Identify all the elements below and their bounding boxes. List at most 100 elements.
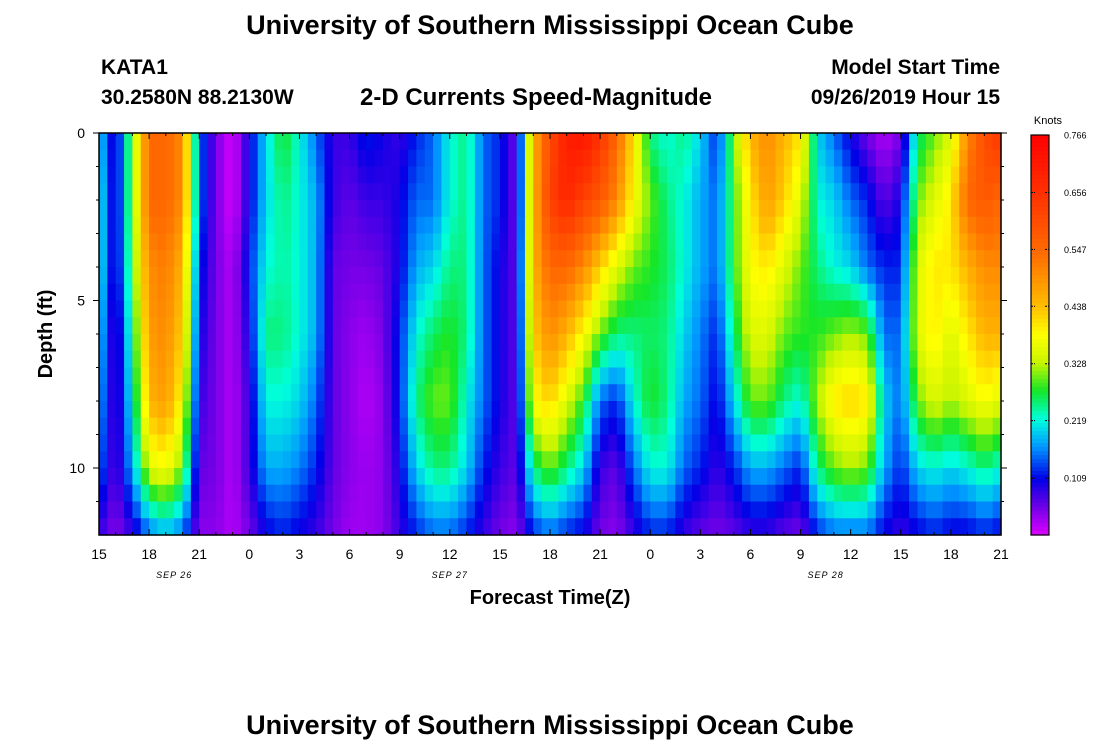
heatmap-cell — [324, 384, 334, 402]
heatmap-cell — [366, 434, 376, 452]
heatmap-cell — [767, 183, 777, 201]
heatmap-cell — [616, 250, 626, 268]
heatmap-cell — [800, 183, 810, 201]
heatmap-cell — [984, 267, 994, 285]
heatmap-cell — [240, 468, 250, 486]
heatmap-cell — [859, 451, 868, 469]
heatmap-cell — [491, 300, 501, 318]
heatmap-cell — [316, 233, 326, 251]
heatmap-cell — [625, 484, 635, 503]
heatmap-cell — [833, 451, 843, 469]
heatmap-cell — [884, 434, 894, 452]
heatmap-cell — [842, 183, 852, 201]
x-tick-label: 12 — [442, 546, 458, 562]
heatmap-cell — [524, 200, 534, 218]
heatmap-cell — [132, 434, 142, 452]
heatmap-cell — [675, 451, 685, 469]
heatmap-cell — [950, 166, 960, 184]
x-tick-label: 12 — [843, 546, 859, 562]
heatmap-cell — [758, 350, 768, 369]
heatmap-cell — [433, 434, 443, 452]
heatmap-cell — [274, 233, 284, 251]
heatmap-cell — [808, 417, 818, 436]
heatmap-cell — [190, 267, 200, 285]
heatmap-cell — [99, 283, 108, 302]
colorbar-segment — [1031, 523, 1049, 528]
heatmap-cell — [641, 468, 651, 486]
heatmap-cell — [424, 417, 434, 436]
heatmap-cell — [842, 501, 852, 519]
heatmap-cell — [575, 200, 585, 218]
heatmap-cell — [491, 484, 501, 503]
heatmap-cell — [232, 300, 242, 318]
heatmap-cell — [892, 149, 902, 168]
heatmap-cell — [792, 216, 802, 235]
heatmap-cell — [174, 434, 184, 452]
heatmap-cell — [99, 367, 108, 385]
heatmap-cell — [934, 401, 944, 419]
heatmap-cell — [800, 384, 810, 402]
heatmap-cell — [149, 434, 159, 452]
heatmap-cell — [675, 317, 685, 335]
heatmap-cell — [875, 434, 885, 452]
heatmap-cell — [524, 401, 534, 419]
y-tick-label: 0 — [77, 125, 85, 141]
heatmap-cell — [900, 451, 910, 469]
heatmap-cell — [934, 250, 944, 268]
heatmap-cell — [341, 250, 351, 268]
heatmap-cell — [583, 468, 593, 486]
heatmap-cell — [274, 350, 284, 369]
heatmap-cell — [391, 283, 401, 302]
heatmap-cell — [165, 468, 175, 486]
heatmap-cell — [691, 501, 701, 519]
heatmap-cell — [149, 200, 159, 218]
heatmap-cell — [274, 250, 284, 268]
heatmap-cell — [199, 434, 209, 452]
heatmap-cell — [316, 484, 326, 503]
heatmap-cell — [725, 501, 735, 519]
heatmap-cell — [909, 300, 919, 318]
heatmap-cell — [633, 133, 643, 151]
heatmap-cell — [132, 267, 142, 285]
heatmap-cell — [967, 149, 977, 168]
heatmap-cell — [274, 200, 284, 218]
heatmap-cell — [708, 334, 718, 352]
heatmap-cell — [249, 367, 259, 385]
heatmap-cell — [157, 518, 167, 536]
heatmap-cell — [591, 183, 601, 201]
heatmap-cell — [458, 350, 468, 369]
y-tick-label: 5 — [77, 293, 85, 309]
heatmap-cell — [859, 350, 868, 369]
heatmap-cell — [174, 451, 184, 469]
colorbar-segment — [1031, 443, 1049, 448]
heatmap-cell — [307, 350, 317, 369]
heatmap-cell — [433, 501, 443, 519]
heatmap-cell — [474, 334, 484, 352]
heatmap-cell — [115, 484, 125, 503]
heatmap-cell — [783, 233, 793, 251]
heatmap-cell — [483, 250, 493, 268]
heatmap-cell — [842, 367, 852, 385]
heatmap-cell — [541, 216, 551, 235]
heatmap-cell — [99, 166, 108, 184]
heatmap-cell — [900, 133, 910, 151]
heatmap-cell — [257, 216, 267, 235]
heatmap-cell — [591, 468, 601, 486]
heatmap-cell — [641, 417, 651, 436]
heatmap-cell — [341, 384, 351, 402]
heatmap-cell — [650, 501, 660, 519]
heatmap-cell — [441, 401, 451, 419]
heatmap-cell — [332, 367, 342, 385]
heatmap-cell — [666, 233, 676, 251]
heatmap-cell — [332, 417, 342, 436]
colorbar-segment — [1031, 207, 1049, 212]
heatmap-cell — [616, 434, 626, 452]
heatmap-cell — [157, 334, 167, 352]
heatmap-cell — [341, 183, 351, 201]
heatmap-cell — [516, 166, 526, 184]
heatmap-cell — [558, 166, 568, 184]
heatmap-cell — [909, 401, 919, 419]
heatmap-cell — [600, 267, 610, 285]
heatmap-cell — [708, 317, 718, 335]
heatmap-cell — [950, 401, 960, 419]
